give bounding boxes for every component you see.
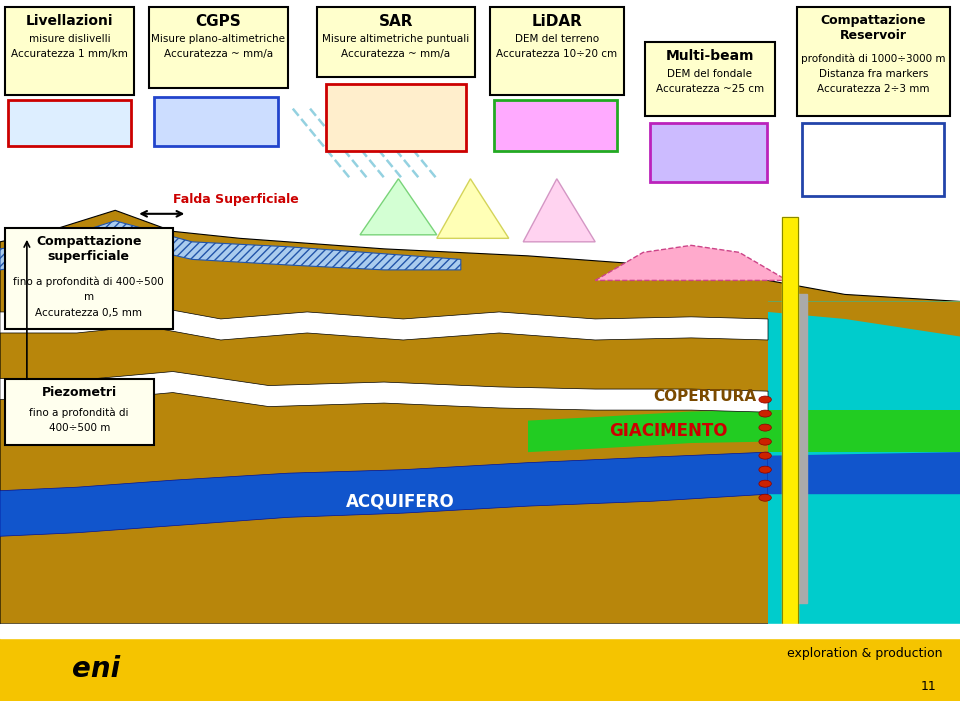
Text: Accuratezza 1 mm/km: Accuratezza 1 mm/km (12, 49, 128, 59)
Ellipse shape (758, 494, 771, 501)
Bar (8, 100, 131, 146)
Text: fino a profondità di: fino a profondità di (30, 408, 129, 418)
Bar (0, 624, 960, 638)
Text: 400÷500 m: 400÷500 m (49, 423, 109, 433)
Ellipse shape (758, 396, 771, 403)
Polygon shape (528, 410, 768, 452)
Text: LiDAR: LiDAR (532, 14, 582, 29)
Ellipse shape (758, 410, 771, 417)
Bar (5, 379, 154, 445)
Text: GIACIMENTO: GIACIMENTO (610, 422, 728, 440)
Polygon shape (768, 410, 960, 452)
Text: Compattazione
Reservoir: Compattazione Reservoir (821, 14, 926, 42)
Text: Accuratezza 0,5 mm: Accuratezza 0,5 mm (36, 308, 142, 318)
Polygon shape (437, 179, 509, 238)
Ellipse shape (758, 452, 771, 459)
Text: Multi-beam: Multi-beam (665, 49, 755, 63)
Text: ACQUIFERO: ACQUIFERO (346, 492, 454, 510)
Bar (490, 7, 624, 95)
Text: Misure altimetriche puntuali: Misure altimetriche puntuali (323, 34, 469, 43)
Bar (797, 7, 950, 116)
Polygon shape (768, 452, 960, 494)
Ellipse shape (758, 438, 771, 445)
Bar (782, 217, 798, 624)
Polygon shape (0, 210, 960, 624)
Bar (149, 7, 288, 88)
Bar (494, 100, 617, 151)
Text: DEM del terreno: DEM del terreno (515, 34, 599, 43)
Bar (5, 228, 173, 329)
Text: Livellazioni: Livellazioni (26, 14, 113, 28)
Bar (5, 7, 134, 95)
Text: CGPS: CGPS (196, 14, 241, 29)
Text: 11: 11 (921, 681, 936, 693)
Ellipse shape (758, 466, 771, 473)
Bar (326, 84, 466, 151)
Bar (0, 0, 960, 624)
Polygon shape (768, 301, 960, 624)
Text: fino a profondità di 400÷500: fino a profondità di 400÷500 (13, 277, 164, 287)
Polygon shape (0, 305, 768, 340)
Ellipse shape (758, 424, 771, 431)
Polygon shape (595, 245, 787, 280)
Text: SAR: SAR (379, 14, 413, 29)
Ellipse shape (758, 480, 771, 487)
Polygon shape (0, 452, 768, 536)
Polygon shape (0, 372, 768, 412)
Text: Piezometri: Piezometri (41, 386, 117, 399)
Text: profondità di 1000÷3000 m: profondità di 1000÷3000 m (802, 53, 946, 64)
Text: COPERTURA: COPERTURA (653, 388, 756, 404)
Text: Falda Superficiale: Falda Superficiale (173, 193, 299, 206)
Text: Accuratezza ~25 cm: Accuratezza ~25 cm (656, 84, 764, 94)
Polygon shape (0, 221, 461, 270)
Text: eni: eni (72, 655, 120, 683)
Text: Misure plano-altimetriche: Misure plano-altimetriche (152, 34, 285, 43)
Polygon shape (360, 179, 437, 235)
Bar (798, 294, 807, 603)
Bar (645, 42, 775, 116)
Text: Compattazione
superficiale: Compattazione superficiale (36, 235, 141, 263)
Text: Accuratezza ~ mm/a: Accuratezza ~ mm/a (164, 49, 273, 59)
Text: Accuratezza ~ mm/a: Accuratezza ~ mm/a (342, 49, 450, 59)
Text: Accuratezza 10÷20 cm: Accuratezza 10÷20 cm (496, 49, 617, 59)
Bar (0, 638, 960, 701)
Text: DEM del fondale: DEM del fondale (667, 69, 753, 79)
Text: exploration & production: exploration & production (787, 647, 943, 660)
Polygon shape (768, 301, 960, 336)
Text: Distanza fra markers: Distanza fra markers (819, 69, 928, 79)
Bar (10, 645, 86, 697)
Bar (802, 123, 944, 196)
Bar (317, 7, 475, 77)
Text: misure dislivelli: misure dislivelli (29, 34, 110, 43)
Bar (154, 97, 278, 146)
Bar (782, 217, 798, 624)
Text: Accuratezza 2÷3 mm: Accuratezza 2÷3 mm (817, 84, 930, 94)
Text: m: m (84, 292, 94, 302)
Polygon shape (523, 179, 595, 242)
Bar (650, 123, 767, 182)
